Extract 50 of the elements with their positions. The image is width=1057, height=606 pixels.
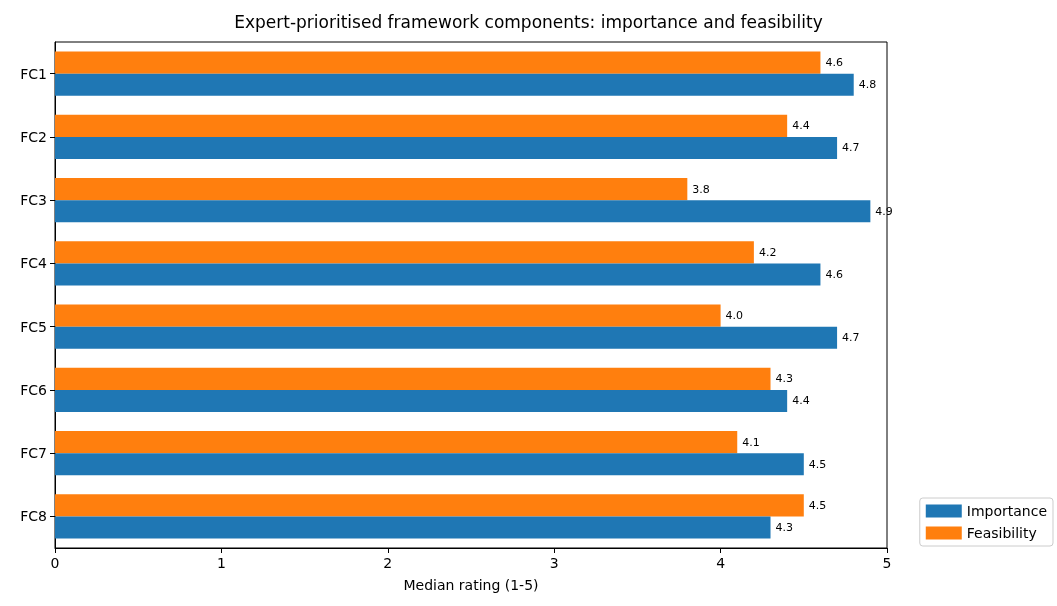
bar	[55, 326, 838, 349]
legend-label: Feasibility	[966, 525, 1037, 541]
bar	[55, 200, 871, 223]
data-label: 4.3	[775, 520, 794, 534]
y-tick-label: FC7	[20, 445, 47, 462]
data-label: 4.6	[825, 56, 843, 70]
bar	[55, 263, 821, 286]
data-label: 4.8	[858, 78, 877, 92]
bar	[55, 430, 738, 454]
bar	[55, 367, 771, 390]
y-tick-label: FC2	[20, 128, 47, 145]
data-label: 4.1	[742, 435, 760, 449]
y-tick-label: FC6	[20, 381, 48, 398]
x-tick-label: 2	[383, 555, 393, 571]
data-label: 4.4	[792, 394, 810, 408]
data-label: 4.5	[808, 457, 827, 471]
bar	[55, 494, 804, 517]
bar	[55, 304, 721, 327]
bar	[55, 51, 821, 74]
chart-title: Expert-prioritised framework components: importance and feasibility	[234, 11, 823, 32]
y-tick-label: FC1	[20, 65, 47, 82]
bar	[55, 73, 854, 96]
bar	[55, 516, 771, 539]
x-tick-label: 1	[216, 555, 226, 571]
bar	[55, 453, 804, 476]
data-label: 4.3	[775, 372, 794, 386]
bar	[55, 389, 788, 413]
y-tick-label: FC8	[20, 508, 47, 525]
bar	[55, 114, 788, 137]
bar	[55, 241, 754, 264]
data-label: 4.7	[842, 331, 860, 345]
data-label: 3.8	[692, 182, 710, 196]
y-tick-label: FC5	[20, 318, 47, 335]
y-tick-label: FC3	[20, 192, 47, 209]
x-tick-label: 3	[549, 555, 559, 571]
legend-label: Importance	[966, 503, 1048, 519]
x-tick-label: 4	[716, 555, 726, 571]
y-tick-label: FC4	[20, 255, 48, 272]
bar	[55, 177, 688, 201]
data-label: 4.4	[792, 119, 810, 133]
data-label: 4.5	[808, 498, 827, 512]
data-label: 4.0	[725, 309, 744, 323]
x-tick-label: 5	[882, 555, 892, 571]
bar	[55, 136, 838, 160]
data-label: 4.9	[875, 204, 893, 218]
x-tick-label: 0	[50, 555, 60, 571]
data-label: 4.6	[825, 267, 843, 281]
x-axis-title: Median rating (1-5)	[403, 577, 539, 593]
data-label: 4.2	[758, 245, 777, 259]
data-label: 4.7	[842, 141, 860, 155]
